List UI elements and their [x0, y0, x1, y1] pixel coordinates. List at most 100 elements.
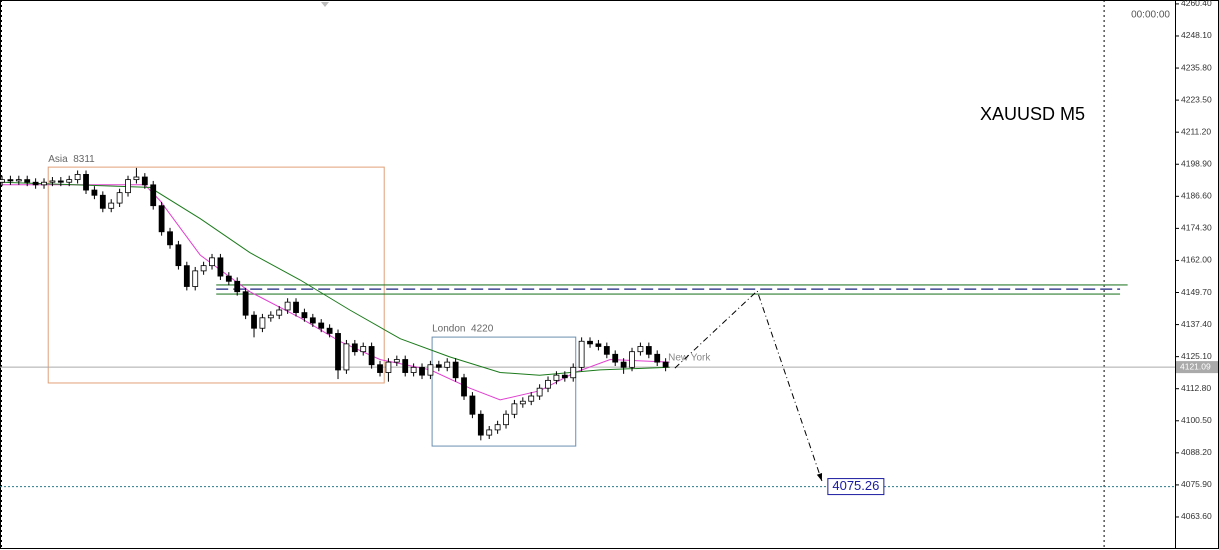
- session-box: [431, 336, 577, 447]
- candle-body: [561, 374, 568, 379]
- session-box: [47, 166, 385, 384]
- candle-body: [662, 361, 669, 368]
- candle-body: [251, 314, 257, 329]
- current-price-box: [1176, 361, 1218, 374]
- y-tick-label: 4198.90: [1181, 158, 1212, 168]
- candle-body: [108, 202, 115, 209]
- candle-body: [536, 387, 543, 397]
- candle-body: [435, 364, 442, 368]
- target-box: [827, 478, 885, 496]
- candle-body: [49, 180, 56, 183]
- candle-body: [116, 192, 123, 204]
- candle-body: [209, 257, 215, 267]
- candle-body: [242, 291, 249, 316]
- candle-body: [494, 424, 501, 431]
- candle-body: [267, 314, 274, 319]
- candle-body: [99, 194, 106, 209]
- candle-body: [503, 413, 509, 426]
- candle-body: [452, 361, 459, 379]
- candle-body: [133, 176, 140, 181]
- candle-body: [301, 312, 308, 319]
- candle-body: [553, 374, 560, 381]
- candle-body: [318, 322, 325, 329]
- candle-body: [225, 275, 232, 282]
- candle-body: [654, 353, 661, 363]
- session-label: Asia 8311: [48, 154, 95, 165]
- y-tick-label: 4223.50: [1181, 94, 1212, 104]
- candle-body: [200, 265, 207, 272]
- candle-body: [343, 343, 350, 371]
- candle-body: [326, 327, 333, 334]
- candle-body: [259, 317, 266, 329]
- candle-body: [578, 340, 585, 368]
- candle-body: [410, 366, 417, 373]
- candle-body: [74, 174, 81, 181]
- candle-body: [167, 231, 173, 246]
- candle-body: [150, 184, 157, 207]
- candle-body: [309, 317, 316, 324]
- candle-body: [603, 346, 610, 355]
- candle-body: [24, 179, 31, 183]
- candle-body: [125, 179, 131, 194]
- candle-body: [15, 179, 22, 182]
- y-tick-label: 4112.80: [1181, 383, 1211, 393]
- candle-body: [141, 176, 148, 186]
- y-tick-label: 4137.40: [1181, 319, 1212, 329]
- y-tick-label: 4260.40: [1181, 0, 1212, 8]
- candle-body: [595, 343, 602, 347]
- candle-body: [385, 361, 392, 373]
- moving-average: [2, 184, 670, 401]
- arrow-head: [816, 473, 823, 481]
- y-tick-label: 4174.30: [1181, 223, 1212, 233]
- session-label: London 4220: [432, 324, 494, 335]
- candle-body: [587, 340, 593, 345]
- candle-body: [645, 346, 652, 355]
- session-label: New York: [668, 353, 711, 364]
- candle-body: [0, 179, 5, 183]
- y-tick-label: 4075.90: [1181, 479, 1212, 489]
- candle-body: [276, 309, 283, 316]
- candle-body: [444, 361, 451, 368]
- y-tick-label: 4100.50: [1181, 415, 1212, 425]
- candle-body: [629, 351, 635, 368]
- candle-body: [377, 364, 383, 373]
- y-tick-label: 4235.80: [1181, 62, 1212, 72]
- y-tick-label: 4149.70: [1181, 287, 1212, 297]
- y-tick-label: 4063.60: [1181, 511, 1212, 521]
- current-price-label: 4121.09: [1180, 361, 1211, 371]
- time-label: 00:00:00: [1131, 10, 1170, 21]
- candle-body: [360, 346, 367, 353]
- target-label: 4075.26: [832, 478, 879, 493]
- candle-body: [477, 413, 484, 436]
- candle-body: [519, 400, 526, 405]
- candle-body: [368, 346, 375, 366]
- y-tick-label: 4162.00: [1181, 255, 1212, 265]
- candle-body: [545, 379, 551, 389]
- candle-body: [284, 301, 291, 311]
- candle-body: [41, 181, 47, 186]
- candle-body: [637, 346, 644, 353]
- candle-body: [183, 265, 190, 287]
- candle-body: [293, 301, 299, 313]
- candle-body: [419, 366, 425, 376]
- candle-body: [393, 359, 400, 363]
- candle-body: [32, 181, 39, 186]
- candle-body: [612, 353, 619, 363]
- candle-body: [217, 257, 224, 277]
- candle-body: [83, 174, 89, 191]
- candle-body: [175, 244, 182, 267]
- candle-body: [402, 359, 409, 373]
- candle-body: [158, 205, 165, 233]
- chart-title: XAUUSD M5: [980, 104, 1085, 124]
- candle-body: [351, 343, 358, 353]
- candle-body: [192, 270, 199, 287]
- scroll-marker: [321, 2, 329, 7]
- y-tick-label: 4125.10: [1181, 351, 1212, 361]
- candle-body: [511, 403, 518, 415]
- candle-body: [570, 366, 577, 379]
- candle-body: [620, 361, 627, 368]
- candle-body: [66, 179, 73, 183]
- candle-body: [234, 280, 241, 293]
